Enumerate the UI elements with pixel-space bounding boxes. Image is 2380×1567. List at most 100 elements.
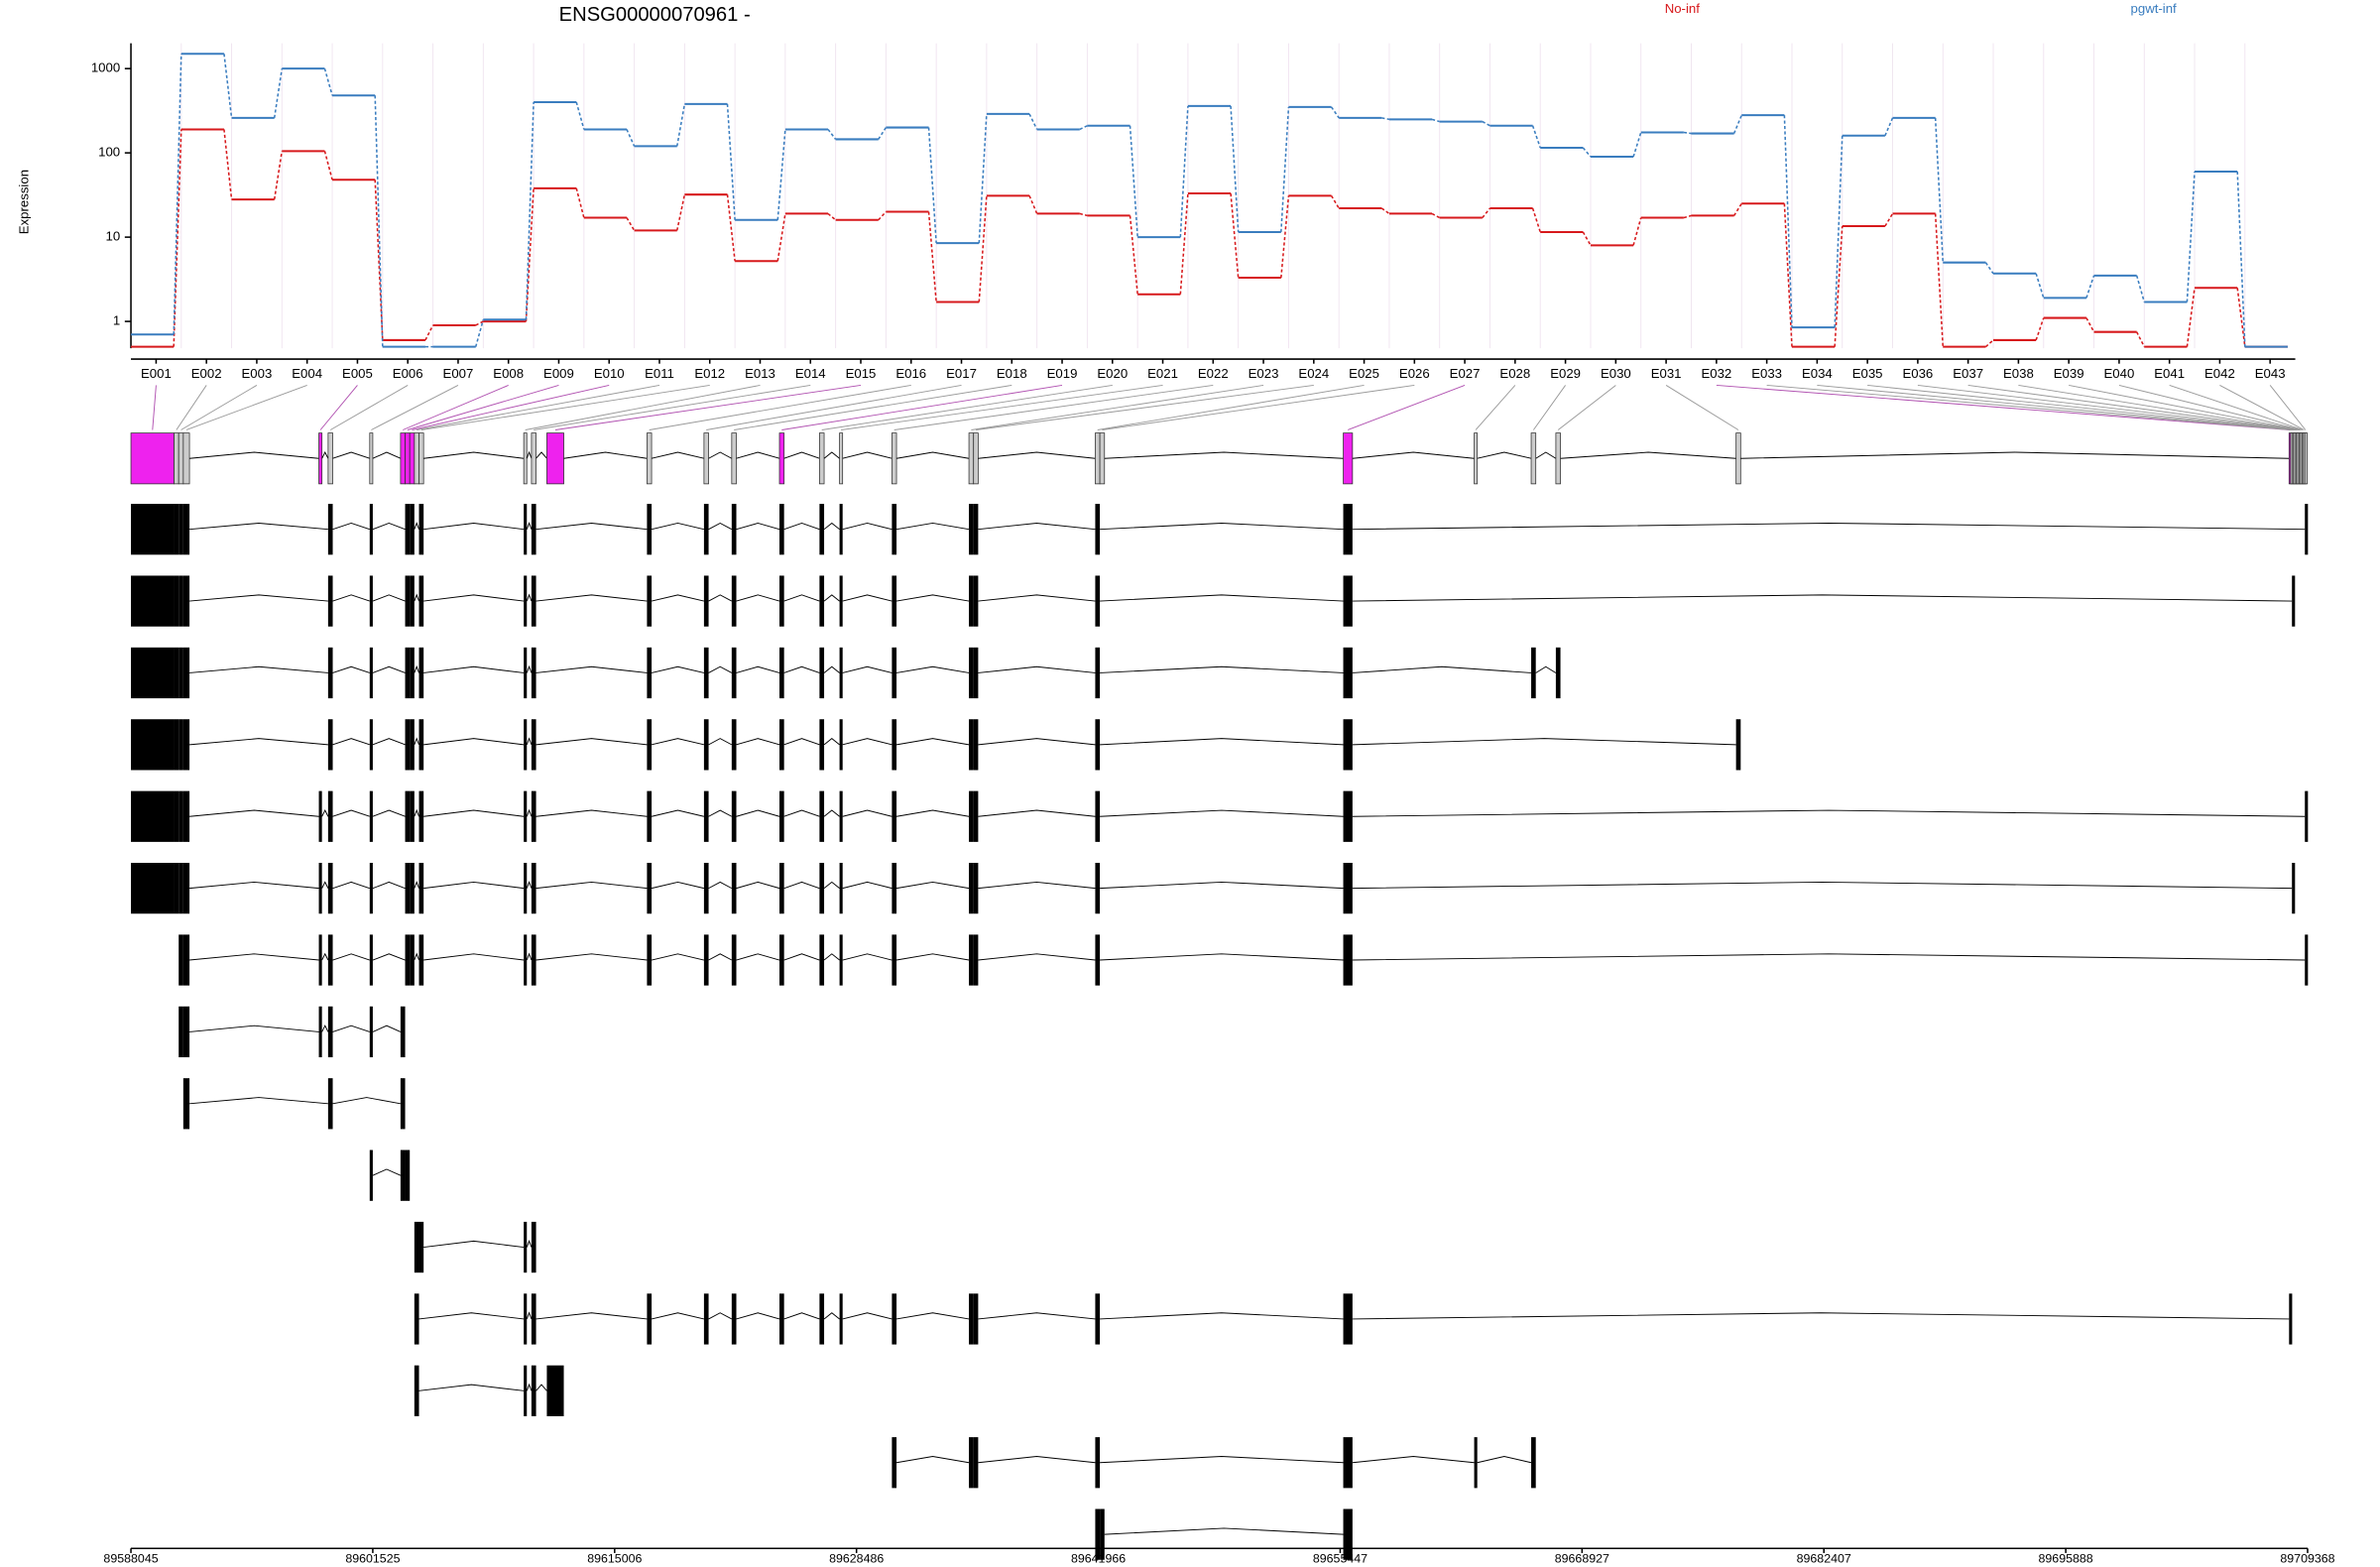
exon (818, 432, 825, 485)
transcript-intron (978, 738, 1096, 746)
y-tick-label: 100 (98, 145, 120, 160)
intron (978, 451, 1096, 459)
transcript-intron (189, 1097, 328, 1105)
transcript-exon (405, 575, 411, 627)
step-connector (1482, 207, 1491, 219)
transcript-exon (524, 863, 528, 914)
step-connector (1732, 114, 1742, 134)
x-tick-label: E026 (1399, 366, 1430, 381)
transcript-exon (400, 1078, 406, 1130)
transcript-intron (823, 738, 840, 746)
transcript-intron (978, 1456, 1096, 1464)
x-tick-label: E034 (1802, 366, 1833, 381)
transcript-intron (895, 523, 970, 531)
transcript-intron (418, 1384, 525, 1391)
exon-link (971, 384, 1264, 430)
transcript-exon (405, 504, 411, 555)
transcript-exon (410, 575, 415, 627)
transcript-intron (189, 953, 319, 961)
transcript-exon (531, 575, 536, 627)
intron (423, 451, 525, 459)
exon (2304, 432, 2309, 485)
transcript-intron (536, 1312, 648, 1320)
transcript-intron (526, 952, 533, 961)
x-tick-label: E025 (1349, 366, 1379, 381)
transcript-intron (978, 881, 1096, 890)
step-connector (223, 54, 233, 118)
transcript-exon (1531, 647, 1536, 699)
step-connector (1129, 215, 1138, 295)
transcript-exon (418, 504, 424, 555)
exon (647, 432, 653, 485)
transcript-exon (327, 504, 333, 555)
transcript-intron (708, 953, 733, 961)
transcript-intron (372, 594, 406, 602)
exon (778, 432, 785, 485)
transcript-intron (1352, 738, 1736, 746)
exon (531, 432, 536, 485)
transcript-exon (731, 790, 737, 842)
transcript-exon (839, 934, 843, 986)
exon-link (329, 385, 409, 430)
exon-link (649, 384, 911, 430)
step-connector (1582, 231, 1592, 246)
step-connector (374, 95, 384, 347)
transcript-exon (524, 504, 528, 555)
transcript-intron (736, 881, 780, 890)
transcript-intron (321, 881, 329, 889)
transcript-intron (332, 665, 370, 673)
step-connector (1683, 214, 1692, 219)
transcript-exon (647, 504, 653, 555)
step-connector (1380, 207, 1390, 215)
transcript-exon (410, 719, 415, 771)
step-connector (1431, 212, 1441, 219)
transcript-exon (703, 719, 709, 771)
transcript-exon (369, 863, 373, 914)
transcript-exon (892, 790, 897, 842)
transcript-exon (182, 504, 190, 555)
transcript-intron (372, 881, 406, 890)
exon-link (1967, 384, 2298, 430)
transcript-exon (531, 863, 536, 914)
transcript-exon (1343, 934, 1353, 986)
legend-entry: No-inf (1665, 1, 1701, 16)
exon (400, 432, 406, 485)
transcript-exon (131, 504, 175, 555)
transcript-intron (526, 881, 533, 889)
transcript-exon (839, 1293, 843, 1345)
transcript-intron (1104, 1527, 1344, 1535)
step-connector (2135, 331, 2145, 348)
x-tick-label: E016 (895, 366, 926, 381)
transcript-exon (892, 647, 897, 699)
transcript-exon (131, 575, 175, 627)
transcript-intron (372, 809, 406, 817)
intron (1352, 451, 1475, 459)
exon-link (734, 384, 1012, 430)
transcript-exon (2292, 575, 2296, 627)
x-tick-label: E021 (1147, 366, 1178, 381)
y-tick-label: 1 (113, 313, 120, 328)
transcript-intron (423, 1240, 525, 1249)
transcript-intron (423, 665, 525, 673)
transcript-exon (178, 863, 183, 914)
transcript-exon (405, 934, 411, 986)
transcript-intron (372, 1168, 402, 1176)
transcript-intron (783, 522, 820, 531)
step-connector (1834, 225, 1844, 347)
transcript-exon (839, 790, 843, 842)
transcript-intron (736, 809, 780, 817)
exon-link (1665, 385, 1739, 430)
x-tick-label: E038 (2003, 366, 2034, 381)
exon-link (1917, 384, 2296, 430)
transcript-exon (524, 1221, 528, 1273)
transcript-exon (131, 863, 175, 914)
transcript-intron (1352, 665, 1532, 673)
transcript-intron (1352, 1456, 1475, 1464)
transcript-exon (731, 863, 737, 914)
transcript-exon (839, 863, 843, 914)
transcript-exon (647, 647, 653, 699)
exon (318, 432, 323, 485)
transcript-intron (736, 738, 780, 746)
x-tick-label: E036 (1902, 366, 1933, 381)
transcript-intron (895, 881, 970, 890)
